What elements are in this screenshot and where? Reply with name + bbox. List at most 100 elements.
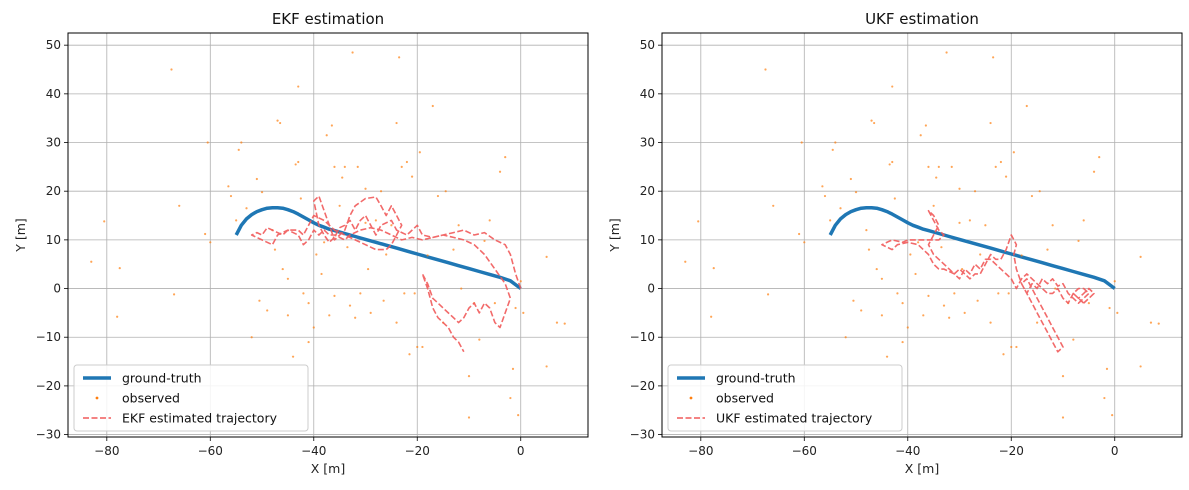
data-point xyxy=(315,253,318,256)
data-point xyxy=(1054,287,1057,290)
data-point xyxy=(431,104,434,108)
data-point xyxy=(1087,302,1090,305)
data-point xyxy=(968,219,971,222)
data-point xyxy=(209,241,212,244)
data-point xyxy=(1157,322,1160,325)
data-point xyxy=(1116,311,1119,314)
data-point xyxy=(909,253,912,256)
data-point xyxy=(1010,345,1013,349)
data-point xyxy=(452,248,455,251)
chart-title: UKF estimation xyxy=(865,10,979,28)
data-point xyxy=(901,340,904,344)
data-point xyxy=(206,141,209,144)
data-point xyxy=(514,306,517,310)
data-point xyxy=(891,160,894,164)
data-point xyxy=(333,294,336,297)
data-point xyxy=(948,316,951,319)
data-point xyxy=(922,314,925,317)
data-point xyxy=(312,326,315,329)
x-tick-label: 0 xyxy=(1111,444,1119,458)
data-point xyxy=(914,272,917,276)
x-tick-label: −20 xyxy=(999,444,1024,458)
data-point xyxy=(772,204,775,207)
data-point xyxy=(403,292,406,295)
data-point xyxy=(834,141,837,144)
legend-box xyxy=(73,364,309,432)
data-point xyxy=(410,175,414,178)
data-point xyxy=(893,197,896,200)
data-point xyxy=(426,254,429,257)
data-point xyxy=(266,309,269,312)
data-point xyxy=(493,302,496,305)
data-point xyxy=(457,224,460,227)
data-point xyxy=(416,345,419,349)
data-point xyxy=(563,322,566,325)
data-point xyxy=(517,413,520,417)
plot-area xyxy=(90,51,566,419)
y-tick-label: 0 xyxy=(647,282,655,296)
data-point xyxy=(395,321,398,324)
data-point xyxy=(958,187,961,190)
x-tick-label: −80 xyxy=(94,444,119,458)
data-point xyxy=(90,260,93,263)
data-point xyxy=(351,51,354,54)
data-point xyxy=(1113,280,1116,283)
data-point xyxy=(1108,306,1111,310)
legend: ground-truth observed UKF estimated trajec… xyxy=(667,364,903,432)
y-tick-label: 10 xyxy=(46,233,61,247)
data-point xyxy=(831,148,834,151)
data-point xyxy=(940,246,943,249)
data-point xyxy=(382,299,385,302)
data-point xyxy=(421,345,424,349)
data-point xyxy=(436,194,440,198)
y-tick-label: 50 xyxy=(46,38,61,52)
legend-label-observed: observed xyxy=(716,391,774,406)
data-point xyxy=(821,185,824,188)
data-point xyxy=(1077,239,1080,242)
y-axis-label: Y [m] xyxy=(13,218,28,253)
data-point xyxy=(1105,367,1109,370)
data-point xyxy=(803,241,806,244)
data-point xyxy=(906,326,909,329)
data-point xyxy=(359,292,362,295)
data-point xyxy=(1025,104,1028,108)
axes-frame xyxy=(661,32,1183,438)
data-point xyxy=(398,56,401,59)
data-point xyxy=(509,396,512,400)
data-point xyxy=(697,220,700,223)
y-tick-label: −10 xyxy=(630,330,655,344)
data-point xyxy=(849,177,852,181)
data-point xyxy=(844,336,847,339)
data-point xyxy=(1046,248,1049,251)
data-point xyxy=(172,293,176,296)
data-point xyxy=(999,160,1003,164)
y-tick-label: 30 xyxy=(640,136,655,150)
data-point xyxy=(405,160,409,164)
y-tick-label: −20 xyxy=(36,379,61,393)
data-point xyxy=(712,266,715,270)
data-point xyxy=(299,197,302,200)
legend-label-ukf-estimated-trajectory: UKF estimated trajectory xyxy=(716,411,873,426)
data-point xyxy=(307,340,310,344)
data-point xyxy=(880,277,884,280)
data-point xyxy=(291,355,295,358)
data-point xyxy=(945,51,948,54)
data-point xyxy=(997,292,1000,295)
plot-area xyxy=(684,51,1160,419)
data-point xyxy=(333,165,336,168)
data-point xyxy=(400,165,403,168)
x-tick-label: −60 xyxy=(198,444,223,458)
x-axis-label: X [m] xyxy=(905,461,939,476)
data-point xyxy=(118,266,121,270)
data-point xyxy=(829,219,832,222)
data-point xyxy=(297,85,300,88)
y-tick-label: 40 xyxy=(46,87,61,101)
data-point xyxy=(1072,338,1075,341)
data-point xyxy=(227,185,230,188)
data-point xyxy=(1149,321,1153,324)
data-point xyxy=(989,121,992,125)
data-point xyxy=(281,267,284,271)
data-point xyxy=(237,148,240,151)
series-observed xyxy=(90,51,566,419)
data-point xyxy=(891,85,894,88)
